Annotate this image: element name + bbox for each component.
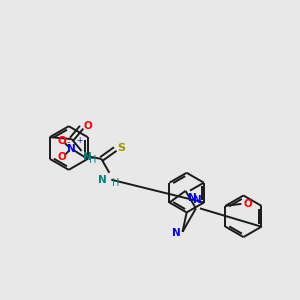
Text: O: O xyxy=(243,199,252,209)
Text: N: N xyxy=(82,152,91,162)
Text: +: + xyxy=(76,136,82,145)
Text: O: O xyxy=(58,152,66,162)
Text: O: O xyxy=(58,136,66,146)
Text: H: H xyxy=(88,155,96,165)
Text: N: N xyxy=(98,175,106,185)
Text: S: S xyxy=(117,143,125,153)
Text: N: N xyxy=(193,195,201,206)
Text: N: N xyxy=(188,193,196,203)
Text: -: - xyxy=(67,137,70,147)
Text: N: N xyxy=(68,144,76,154)
Text: O: O xyxy=(84,121,92,131)
Text: H: H xyxy=(112,178,120,188)
Text: N: N xyxy=(172,228,181,238)
